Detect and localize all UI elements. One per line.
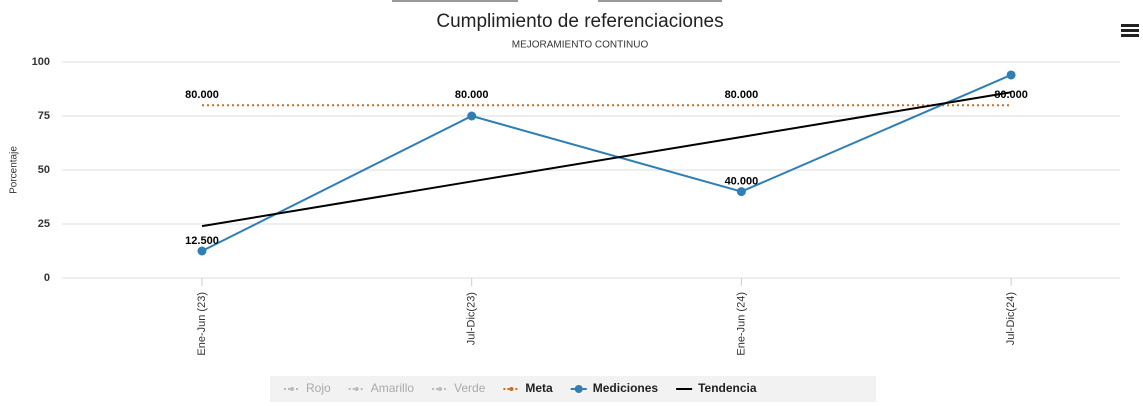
point <box>736 187 746 197</box>
legend-label[interactable]: Tendencia <box>698 381 757 395</box>
legend-label[interactable]: Mediciones <box>593 381 659 395</box>
legend-marker[interactable] <box>438 387 443 391</box>
menu-icon[interactable] <box>1121 24 1139 37</box>
point <box>1006 70 1016 80</box>
legend-marker[interactable] <box>290 387 294 391</box>
y-tick-label: 0 <box>44 272 50 284</box>
chart-subtitle: MEJORAMIENTO CONTINUO <box>512 40 649 51</box>
legend-label[interactable]: Verde <box>454 381 486 395</box>
data-label: 80.000 <box>185 89 219 101</box>
y-tick-label: 75 <box>38 110 50 122</box>
data-label: 80.000 <box>994 89 1028 101</box>
series-line <box>201 91 1012 228</box>
legend-marker[interactable] <box>574 385 583 393</box>
x-tick-label: Ene-Jun (24) <box>735 292 747 356</box>
chart-title: Cumplimiento de referenciaciones <box>436 11 723 32</box>
point <box>467 111 477 121</box>
legend-label[interactable]: Rojo <box>306 381 331 395</box>
data-label: 80.000 <box>455 89 489 101</box>
legend-label[interactable]: Meta <box>525 381 553 395</box>
point <box>197 246 207 256</box>
data-label: 40.000 <box>725 176 759 188</box>
legend-marker[interactable] <box>509 387 514 391</box>
y-tick-label: 25 <box>38 218 50 230</box>
y-tick-label: 100 <box>32 56 50 68</box>
y-axis-label: Porcentaje <box>9 146 20 194</box>
series-line <box>201 74 1012 252</box>
x-tick-label: Jul-Dic(23) <box>466 292 478 345</box>
legend-label[interactable]: Amarillo <box>371 381 415 395</box>
x-tick-label: Ene-Jun (23) <box>196 292 208 356</box>
x-tick-label: Jul-Dic(24) <box>1005 292 1017 345</box>
data-label: 80.000 <box>725 89 759 101</box>
y-tick-label: 50 <box>38 164 50 176</box>
legend-marker[interactable] <box>354 387 359 391</box>
data-label: 12.500 <box>185 235 219 247</box>
